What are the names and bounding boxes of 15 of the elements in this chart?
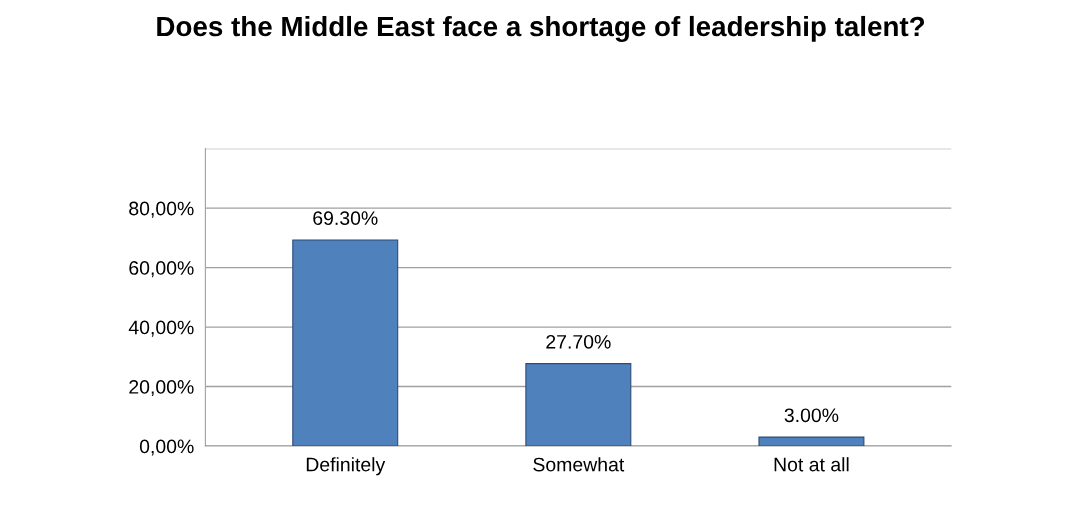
y-tick-label: 0,00% [139, 439, 194, 456]
chart-title: Does the Middle East face a shortage of leadership talent? [157, 15, 925, 42]
bar [292, 239, 399, 447]
y-tick-label: 80,00% [129, 201, 194, 218]
bar [525, 363, 632, 447]
y-tick-label: 20,00% [129, 380, 194, 397]
bar [758, 436, 865, 447]
data-label: 3.00% [784, 408, 839, 423]
data-label: 27.70% [546, 334, 611, 349]
data-label: 69.30% [313, 211, 378, 226]
y-tick-label: 40,00% [128, 320, 194, 337]
x-tick-label: Definitely [306, 457, 386, 476]
x-tick-label: Not at all [774, 457, 849, 472]
x-tick-label: Somewhat [533, 457, 625, 472]
y-tick-label: 60,00% [129, 261, 194, 278]
